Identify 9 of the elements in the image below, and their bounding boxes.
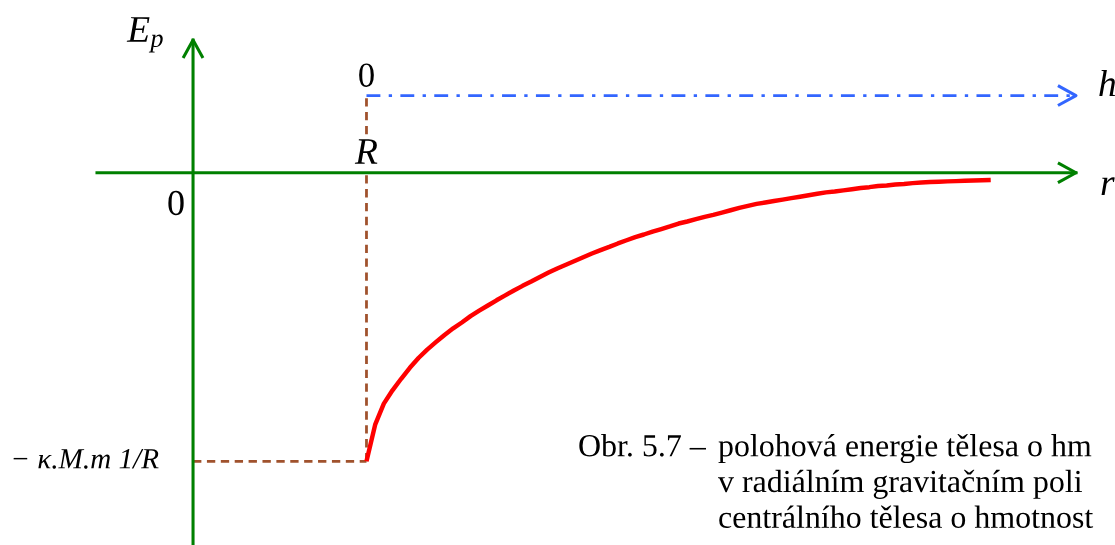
x2-axis-title: h bbox=[1099, 69, 1115, 96]
text: 0 bbox=[168, 190, 184, 216]
text: R bbox=[354, 139, 378, 164]
annotation: Obr. 5.7 – bbox=[579, 434, 706, 457]
annotation: polohová energie tělesa o hm v radiálním gravitačním poli centrálního tělesa o hmotnost bbox=[718, 434, 1094, 529]
text: 0 bbox=[359, 63, 374, 87]
x-axis-title: r bbox=[1101, 177, 1115, 195]
text: E$_{p}$ bbox=[126, 17, 163, 53]
ref-line-label: − κ.M.m 1/R bbox=[13, 449, 159, 469]
